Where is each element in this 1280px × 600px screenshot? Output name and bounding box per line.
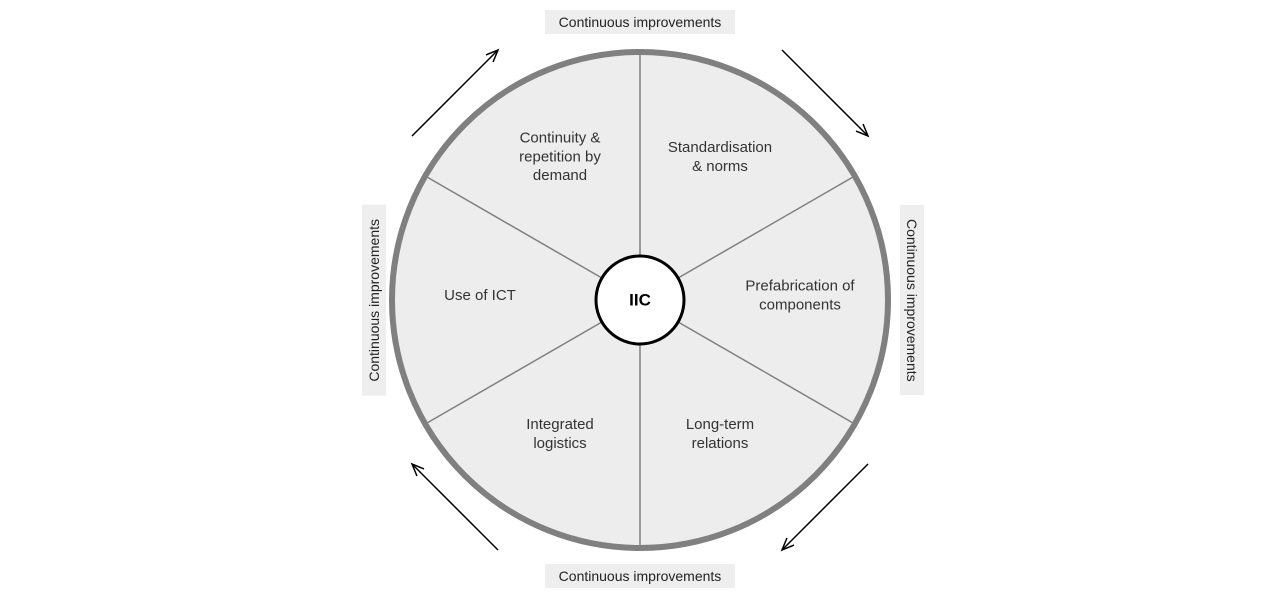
- outer-label-text: Continuous improvements: [904, 219, 920, 382]
- wheel-svg: Standardisation& normsPrefabrication ofc…: [0, 0, 1280, 600]
- segment-label: Integratedlogistics: [526, 416, 594, 452]
- outer-label-bottom: Continuous improvements: [545, 564, 736, 588]
- outer-label-top: Continuous improvements: [545, 10, 736, 34]
- segment-label: Prefabrication ofcomponents: [745, 278, 855, 314]
- diagram-canvas: Standardisation& normsPrefabrication ofc…: [0, 0, 1280, 600]
- outer-label-text: Continuous improvements: [559, 568, 722, 584]
- segment-label: Long-termrelations: [686, 416, 754, 452]
- center-label: IIC: [629, 291, 651, 310]
- outer-label-right: Continuous improvements: [900, 205, 924, 396]
- segment-label: Use of ICT: [444, 287, 516, 304]
- outer-label-left: Continuous improvements: [362, 205, 386, 396]
- outer-label-text: Continuous improvements: [366, 219, 382, 382]
- outer-label-text: Continuous improvements: [559, 14, 722, 30]
